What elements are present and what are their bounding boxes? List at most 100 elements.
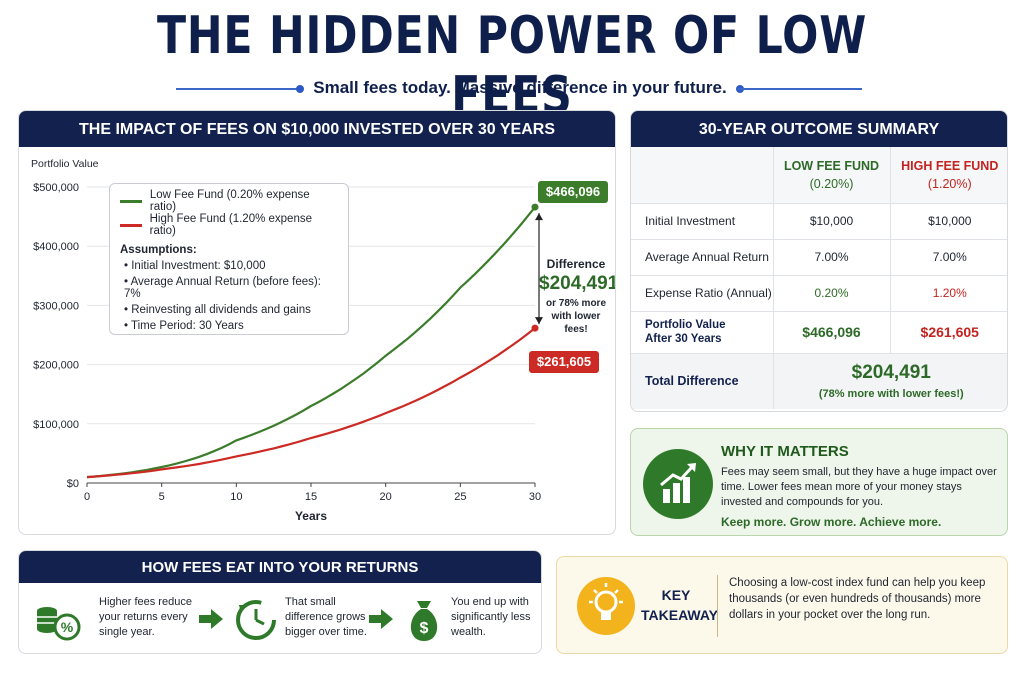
why-tagline: Keep more. Grow more. Achieve more. xyxy=(721,515,942,529)
row-label: Expense Ratio (Annual) xyxy=(631,275,774,312)
legend-label-low: Low Fee Fund (0.20% expense ratio) xyxy=(149,189,310,213)
difference-arrow-head-up xyxy=(535,213,543,221)
total-note: (78% more with lower fees!) xyxy=(818,388,964,401)
page-subtitle: Small fees today. Massive difference in … xyxy=(313,78,727,97)
legend-swatch-high xyxy=(120,223,142,227)
row-label: Average Annual Return xyxy=(631,239,774,276)
growth-chart-icon xyxy=(643,449,713,519)
subtitle-line-left xyxy=(176,88,300,90)
difference-annotation: Difference $204,491 or 78% more with low… xyxy=(539,257,616,336)
assumptions-title: Assumptions: xyxy=(120,244,197,256)
legend-swatch-low xyxy=(120,199,142,203)
assumption-item: Time Period: 30 Years xyxy=(120,320,338,332)
table-row: Expense Ratio (Annual) 0.20% 1.20% xyxy=(631,275,1007,312)
assumption-item: Initial Investment: $10,000 xyxy=(120,260,338,272)
y-tick-label: $500,000 xyxy=(33,182,79,194)
subtitle-dot-left xyxy=(296,85,304,93)
how-step-1: Higher fees reduce your returns every si… xyxy=(99,596,192,638)
cell-high: 7.00% xyxy=(890,239,1007,276)
chart-legend: Low Fee Fund (0.20% expense ratio) High … xyxy=(109,183,349,335)
series-line-high-fee xyxy=(86,327,536,479)
cell-high: 1.20% xyxy=(890,275,1007,312)
table-row: Initial Investment $10,000 $10,000 xyxy=(631,203,1007,240)
key-title-line2: TAKEAWAY xyxy=(641,607,719,623)
summary-table: LOW FEE FUND (0.20%) HIGH FEE FUND (1.20… xyxy=(631,147,1007,409)
y-tick-label: $300,000 xyxy=(33,300,79,312)
pv-label-line1: Portfolio Value xyxy=(645,319,726,331)
chart-panel-header: THE IMPACT OF FEES ON $10,000 INVESTED O… xyxy=(19,111,615,147)
col-header-high-title: HIGH FEE FUND xyxy=(901,158,999,173)
callout-high-fee: $261,605 xyxy=(529,351,599,373)
chart-panel: THE IMPACT OF FEES ON $10,000 INVESTED O… xyxy=(18,110,616,535)
key-takeaway-body: Choosing a low-cost index fund can help … xyxy=(729,577,986,621)
key-divider xyxy=(717,575,718,637)
y-tick-label: $200,000 xyxy=(33,360,79,372)
x-tick-label: 15 xyxy=(305,491,317,503)
col-header-low-title: LOW FEE FUND xyxy=(783,158,880,173)
why-it-matters-panel: WHY IT MATTERS Fees may seem small, but … xyxy=(630,428,1008,536)
col-header-high: HIGH FEE FUND (1.20%) xyxy=(890,147,1007,204)
why-title: WHY IT MATTERS xyxy=(721,443,849,460)
assumption-item: Reinvesting all dividends and gains xyxy=(120,304,338,316)
lightbulb-icon xyxy=(577,577,635,635)
cell-low: 0.20% xyxy=(773,275,891,312)
how-step-3: You end up with significantly less wealt… xyxy=(451,596,531,638)
row-label: Initial Investment xyxy=(631,203,774,240)
pv-high: $261,605 xyxy=(890,311,1007,354)
svg-text:%: % xyxy=(61,619,74,635)
assumption-item: Average Annual Return (before fees): 7% xyxy=(120,276,338,300)
summary-header-row: LOW FEE FUND (0.20%) HIGH FEE FUND (1.20… xyxy=(631,147,1007,204)
summary-panel-header: 30-YEAR OUTCOME SUMMARY xyxy=(631,111,1007,147)
y-tick-label: $400,000 xyxy=(33,241,79,253)
series-endpoint-high-fee xyxy=(531,324,539,332)
arrow-right-icon xyxy=(199,609,223,629)
x-tick-label: 0 xyxy=(84,491,90,503)
y-axis-label: Portfolio Value xyxy=(31,158,99,170)
series-line-low-fee xyxy=(86,206,536,479)
legend-item-low: Low Fee Fund (0.20% expense ratio) xyxy=(120,189,338,213)
y-tick-label: $0 xyxy=(67,478,79,490)
arrow-right-icon xyxy=(369,609,393,629)
x-tick-label: 20 xyxy=(380,491,392,503)
pv-label-line2: After 30 Years xyxy=(645,333,722,345)
total-label: Total Difference xyxy=(631,353,774,409)
x-tick-label: 10 xyxy=(230,491,242,503)
x-tick-label: 30 xyxy=(529,491,541,503)
x-tick-label: 25 xyxy=(454,491,466,503)
difference-value: $204,491 xyxy=(539,273,616,294)
total-difference-row: Total Difference $204,491 (78% more with… xyxy=(631,353,1007,409)
summary-panel: 30-YEAR OUTCOME SUMMARY LOW FEE FUND (0.… xyxy=(630,110,1008,412)
key-takeaway-title: KEY TAKEAWAY xyxy=(641,585,719,625)
page-title: THE HIDDEN POWER OF LOW FEES xyxy=(156,6,868,126)
how-step-2: That small difference grows bigger over … xyxy=(285,596,367,638)
table-row: Average Annual Return 7.00% 7.00% xyxy=(631,239,1007,276)
col-header-high-ratio: (1.20%) xyxy=(927,176,972,191)
portfolio-value-row: Portfolio Value After 30 Years $466,096 … xyxy=(631,311,1007,354)
svg-text:$: $ xyxy=(420,620,429,637)
x-tick-label: 5 xyxy=(159,491,165,503)
total-value: $204,491 xyxy=(851,362,931,384)
summary-header-blank xyxy=(631,147,774,204)
series-endpoint-low-fee xyxy=(531,203,539,211)
subtitle-line-right xyxy=(738,88,862,90)
col-header-low-ratio: (0.20%) xyxy=(809,176,854,191)
col-header-low: LOW FEE FUND (0.20%) xyxy=(773,147,891,204)
y-tick-label: $100,000 xyxy=(33,419,79,431)
legend-label-high: High Fee Fund (1.20% expense ratio) xyxy=(149,213,312,237)
cell-low: $10,000 xyxy=(773,203,891,240)
coins-percent-icon: % xyxy=(37,607,81,641)
difference-arrow-head-down xyxy=(535,317,543,325)
x-axis-label: Years xyxy=(295,509,327,523)
difference-note: or 78% more with lower fees! xyxy=(545,298,607,335)
total-cell: $204,491 (78% more with lower fees!) xyxy=(773,353,1007,409)
difference-word: Difference xyxy=(546,257,606,271)
pv-low: $466,096 xyxy=(773,311,891,354)
how-fees-panel: HOW FEES EAT INTO YOUR RETURNS % Higher … xyxy=(18,550,542,654)
why-body: Fees may seem small, but they have a hug… xyxy=(721,466,997,508)
cell-low: 7.00% xyxy=(773,239,891,276)
pv-label: Portfolio Value After 30 Years xyxy=(631,311,774,354)
how-fees-header: HOW FEES EAT INTO YOUR RETURNS xyxy=(19,551,541,583)
cell-high: $10,000 xyxy=(890,203,1007,240)
key-title-line1: KEY xyxy=(661,587,691,603)
legend-item-high: High Fee Fund (1.20% expense ratio) xyxy=(120,213,338,237)
